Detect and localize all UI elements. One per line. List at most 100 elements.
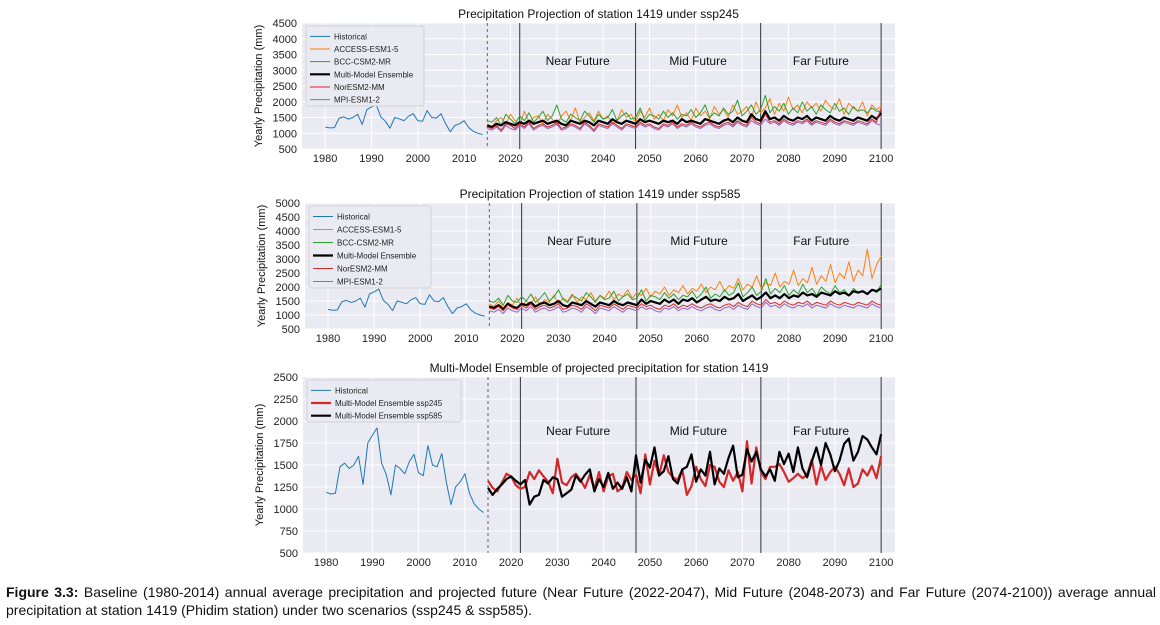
y-tick-label: 2250 (274, 394, 298, 406)
y-tick-label: 3500 (273, 50, 297, 62)
period-label: Near Future (547, 234, 611, 248)
y-tick-label: 4000 (273, 34, 297, 46)
x-tick-label: 1990 (362, 333, 386, 345)
x-tick-label: 2100 (869, 153, 893, 165)
period-label: Near Future (546, 54, 610, 68)
period-label: Far Future (793, 54, 849, 68)
y-axis-label: Yearly Precipitation (mm) (254, 404, 266, 526)
x-tick-label: 2060 (685, 333, 709, 345)
legend-entry: MPI-ESM1-2 (337, 278, 383, 287)
legend-entry: ACCESS-ESM1-5 (334, 45, 399, 54)
x-tick-label: 2040 (591, 153, 615, 165)
y-tick-label: 1500 (276, 296, 300, 308)
period-label: Mid Future (670, 234, 728, 248)
y-axis-label: Yearly Precipitation (mm) (256, 205, 268, 327)
chart-title: Precipitation Projection of station 1419… (460, 187, 741, 201)
series-line-mpi-esm1-2 (487, 118, 882, 133)
y-tick-label: 1000 (276, 310, 300, 322)
x-tick-label: 2100 (869, 333, 893, 345)
x-tick-label: 1980 (313, 153, 337, 165)
legend-entry: Historical (335, 386, 368, 395)
y-tick-label: 1000 (273, 128, 297, 140)
x-tick-label: 2030 (545, 153, 569, 165)
x-tick-label: 2030 (546, 333, 570, 345)
caption-text: Baseline (1980-2014) annual average prec… (6, 584, 1157, 618)
y-tick-label: 1750 (274, 438, 298, 450)
x-tick-label: 2070 (730, 153, 754, 165)
y-tick-label: 2000 (276, 282, 300, 294)
chart-title: Multi-Model Ensemble of projected precip… (430, 361, 769, 375)
x-tick-label: 1990 (360, 557, 384, 569)
legend-entry: Historical (337, 213, 370, 222)
y-tick-label: 5000 (276, 198, 300, 210)
legend-entry: MPI-ESM1-2 (334, 96, 380, 105)
series-line-access-esm1-5 (489, 248, 882, 309)
period-label: Far Future (793, 234, 849, 248)
series-line-historical (325, 103, 483, 135)
x-tick-label: 2080 (776, 153, 800, 165)
x-tick-label: 2090 (823, 333, 847, 345)
x-tick-label: 2050 (638, 333, 662, 345)
y-tick-label: 2500 (273, 81, 297, 93)
legend-entry: BCC-CSM2-MR (337, 239, 394, 248)
series-line-noresm2-mm (487, 107, 882, 131)
y-tick-label: 2500 (276, 268, 300, 280)
y-tick-label: 2000 (274, 416, 298, 428)
x-tick-label: 2060 (684, 557, 708, 569)
x-tick-label: 2040 (591, 557, 615, 569)
chart-panel-ssp585: 500 1000 1500 2000 2500 3000 3500 4000 4500 5000 1… (256, 187, 895, 345)
x-tick-label: 1980 (316, 333, 340, 345)
legend-entry: Multi-Model Ensemble (337, 252, 417, 261)
x-tick-label: 1990 (359, 153, 383, 165)
legend-entry: Multi-Model Ensemble ssp245 (335, 399, 443, 408)
y-tick-label: 4500 (273, 18, 297, 30)
series-line-multi-model-ensemble (486, 110, 882, 129)
x-tick-label: 2090 (823, 557, 847, 569)
y-axis-label: Yearly Precipitation (mm) (253, 25, 265, 147)
period-label: Mid Future (670, 424, 728, 438)
caption-label: Figure 3.3: (6, 584, 79, 600)
period-label: Mid Future (669, 54, 727, 68)
legend-entry: ACCESS-ESM1-5 (337, 226, 402, 235)
y-tick-label: 1000 (274, 504, 298, 516)
y-tick-label: 3000 (273, 65, 297, 77)
x-tick-label: 2060 (684, 153, 708, 165)
legend-entry: Multi-Model Ensemble (334, 70, 414, 79)
x-tick-label: 2030 (545, 557, 569, 569)
y-tick-label: 3000 (276, 254, 300, 266)
legend-entry: Multi-Model Ensemble ssp585 (335, 412, 443, 421)
y-tick-label: 750 (280, 526, 298, 538)
y-tick-label: 2000 (273, 97, 297, 109)
x-tick-label: 2000 (406, 557, 430, 569)
legend-box (306, 379, 462, 423)
figure-caption: Figure 3.3: Baseline (1980-2014) annual … (6, 583, 1156, 619)
y-tick-label: 2500 (274, 372, 298, 384)
x-tick-label: 2090 (823, 153, 847, 165)
legend-entry: BCC-CSM2-MR (334, 58, 391, 67)
x-tick-label: 2100 (869, 557, 893, 569)
series-line-historical (327, 288, 485, 317)
x-tick-label: 2010 (453, 557, 477, 569)
x-tick-label: 2070 (730, 557, 754, 569)
y-tick-label: 1500 (273, 113, 297, 125)
x-tick-label: 2010 (454, 333, 478, 345)
y-tick-label: 500 (280, 548, 298, 560)
series-line-bcc-csm2-mr (489, 278, 882, 306)
legend-entry: NorESM2-MM (334, 83, 385, 92)
x-tick-label: 2000 (406, 153, 430, 165)
series-line-historical (325, 427, 484, 513)
legend-entry: Historical (334, 32, 367, 41)
x-tick-label: 2010 (452, 153, 476, 165)
x-tick-label: 2020 (498, 153, 522, 165)
series-line-bcc-csm2-mr (487, 95, 882, 126)
x-tick-label: 2020 (500, 333, 524, 345)
period-label: Near Future (546, 424, 610, 438)
x-tick-label: 2070 (731, 333, 755, 345)
x-tick-label: 2020 (499, 557, 523, 569)
series-line-multi-model-ensemble (489, 287, 882, 311)
y-tick-label: 4500 (276, 212, 300, 224)
chart-panel-ensemble: 500 750 1000 1250 1500 1750 2000 2250 2500 1980 19… (254, 361, 895, 569)
x-tick-label: 2080 (776, 557, 800, 569)
x-tick-label: 2080 (777, 333, 801, 345)
series-line-mpi-esm1-2 (489, 301, 882, 315)
